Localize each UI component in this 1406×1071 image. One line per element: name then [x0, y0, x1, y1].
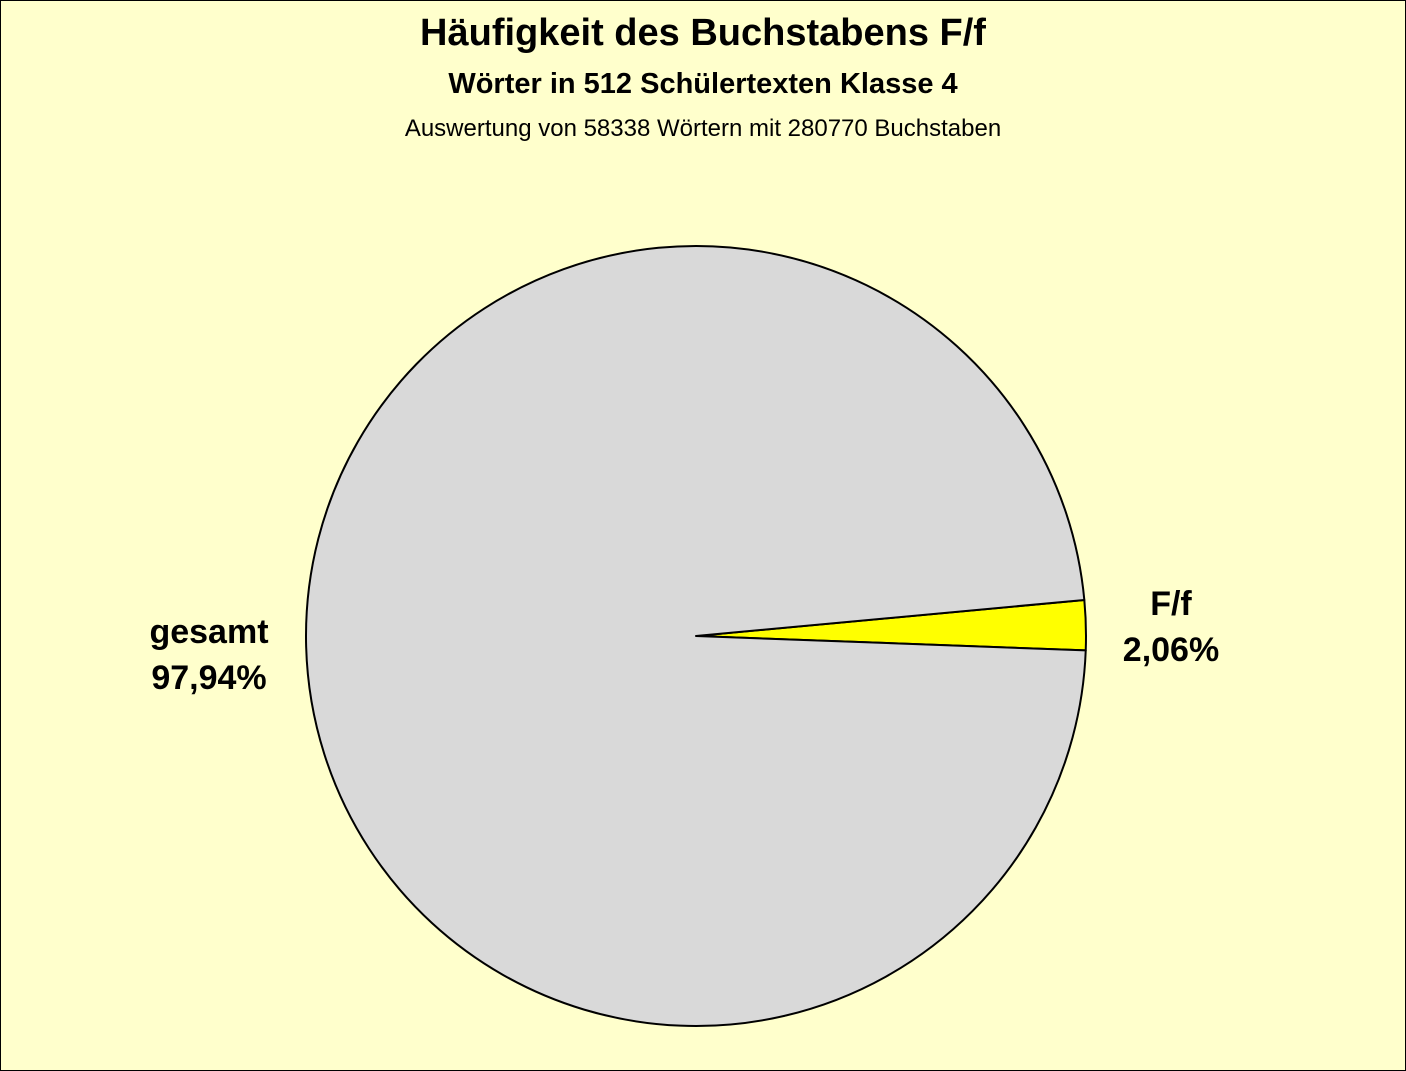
chart-subtitle: Wörter in 512 Schülertexten Klasse 4 [448, 68, 958, 100]
slice-value-gesamt: 97,94% [151, 659, 266, 697]
chart-title: Häufigkeit des Buchstabens F/f [420, 12, 986, 54]
pie-slice-gesamt [305, 244, 1087, 1027]
slice-value-ff: 2,06% [1123, 631, 1219, 669]
slice-label-gesamt: gesamt [149, 613, 268, 651]
slice-label-ff: F/f [1150, 585, 1192, 623]
chart-subtitle-2: Auswertung von 58338 Wörtern mit 280770 … [404, 115, 1002, 142]
